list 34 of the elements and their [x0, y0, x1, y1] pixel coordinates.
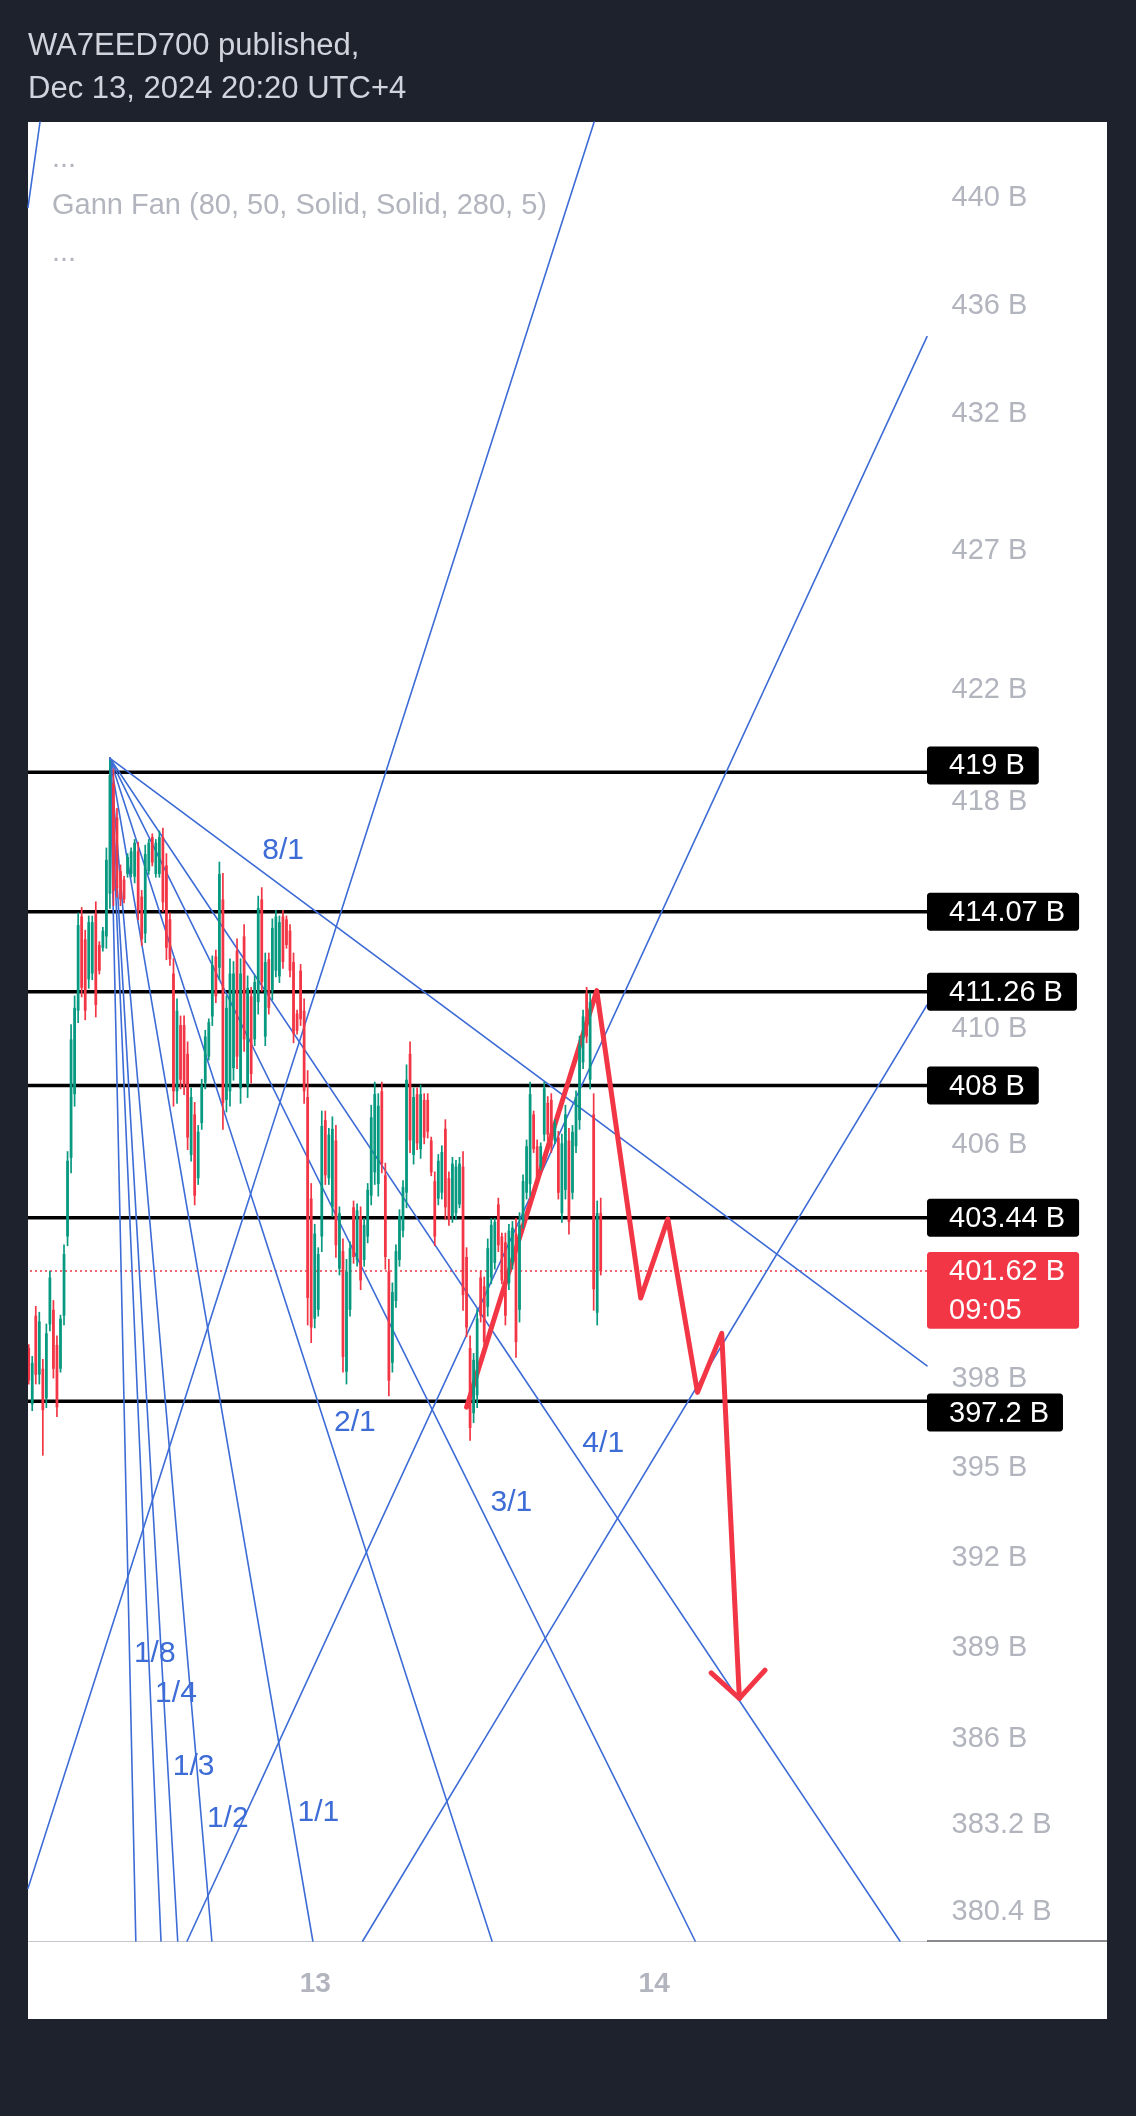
y-tick-label: 389 B — [951, 1630, 1028, 1663]
y-tick-label: 440 B — [951, 180, 1028, 213]
annotation: ... — [52, 141, 77, 173]
y-tick-label: 436 B — [951, 287, 1028, 320]
ref-line-label: 411.26 B — [949, 974, 1063, 1007]
y-tick-label: 383.2 B — [951, 1807, 1052, 1840]
ref-line-label: 401.62 B 09:05 — [949, 1254, 1066, 1325]
annotation: Gann Fan (80, 50, Solid, Solid, 280, 5) — [52, 188, 547, 220]
y-tick-label: 406 B — [951, 1126, 1028, 1159]
y-tick-label: 432 B — [951, 396, 1028, 429]
x-tick-label: 14 — [638, 1966, 671, 1998]
y-tick-label: 395 B — [951, 1450, 1028, 1483]
ref-line-label: 403.44 B — [949, 1200, 1066, 1233]
chart-title: WA7EED700 published, — [28, 27, 360, 63]
x-tick-label: 13 — [299, 1966, 331, 1998]
y-tick-label: 392 B — [951, 1539, 1028, 1572]
ref-line-label: 408 B — [949, 1068, 1025, 1101]
y-tick-label: 398 B — [951, 1361, 1028, 1394]
annotation: 1/1 — [297, 1793, 340, 1827]
annotation: 4/1 — [582, 1424, 625, 1458]
ref-line-label: 419 B — [949, 748, 1025, 781]
annotation: 8/1 — [262, 832, 304, 866]
y-tick-label: 410 B — [951, 1011, 1028, 1044]
y-tick-label: 418 B — [951, 783, 1028, 816]
ref-line-label: 414.07 B — [949, 894, 1066, 927]
y-tick-label: 422 B — [951, 671, 1028, 704]
y-tick-label: 427 B — [951, 533, 1028, 566]
y-tick-label: 386 B — [951, 1721, 1028, 1754]
chart-subtitle: Dec 13, 2024 20:20 UTC+4 — [28, 70, 407, 106]
annotation: ... — [52, 235, 77, 267]
y-tick-label: 380.4 B — [951, 1893, 1052, 1926]
annotation: 2/1 — [334, 1403, 376, 1437]
ref-line-label: 397.2 B — [949, 1395, 1049, 1428]
annotation: 3/1 — [490, 1484, 533, 1518]
